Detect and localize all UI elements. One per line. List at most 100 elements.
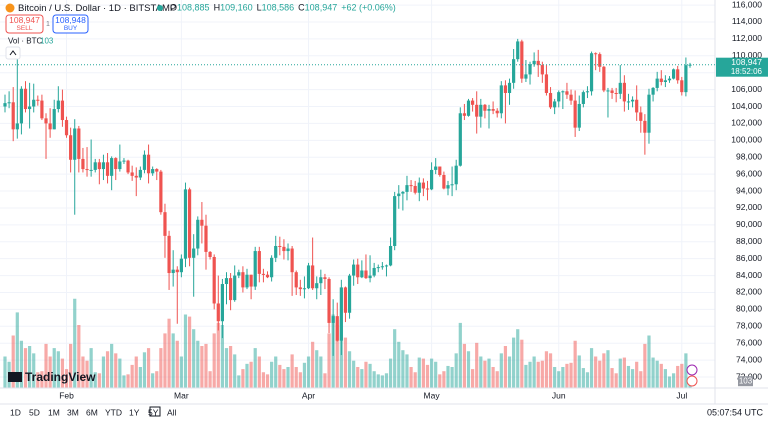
volume-bar <box>77 325 81 388</box>
candle-body <box>483 104 487 111</box>
volume-bar <box>93 372 97 388</box>
range-button[interactable]: YTD <box>105 407 122 417</box>
volume-bar <box>138 367 142 388</box>
candle-body <box>360 270 364 278</box>
volume-bar <box>585 372 590 388</box>
candle-body <box>208 251 212 257</box>
volume-bar <box>376 374 380 388</box>
candle-body <box>282 246 286 252</box>
candle-body <box>647 94 651 133</box>
y-tick-label: 106,000 <box>731 84 762 94</box>
candle-body <box>233 275 237 301</box>
volume-bar <box>581 368 585 388</box>
volume-bar <box>60 358 65 388</box>
volume-bar <box>130 364 134 388</box>
event-icon[interactable] <box>686 364 698 376</box>
candle-body <box>409 185 413 187</box>
date-range-icon[interactable] <box>149 406 161 417</box>
volume-bar <box>118 358 122 388</box>
volume-bar <box>32 353 36 388</box>
collapse-button[interactable] <box>5 46 21 60</box>
candle-body <box>146 154 151 174</box>
range-button[interactable]: 5Y <box>148 407 159 417</box>
candle-body <box>134 175 138 178</box>
candle-body <box>368 275 372 279</box>
logo[interactable]: TradingView <box>25 370 96 384</box>
volume-bar <box>302 362 307 388</box>
volume-bar <box>237 375 241 388</box>
candle-body <box>655 78 659 88</box>
candle-body <box>573 100 577 128</box>
candle-body <box>606 90 610 92</box>
volume-bar <box>216 322 220 388</box>
y-tick-label: 114,000 <box>732 16 762 26</box>
volume-tag-value: 103 <box>739 376 753 385</box>
sell-button[interactable] <box>5 14 44 34</box>
range-button[interactable]: 5D <box>29 407 40 417</box>
volume-bar <box>134 356 138 388</box>
collapse-icon <box>9 50 17 56</box>
candle-body <box>257 251 261 274</box>
candle-body <box>622 82 626 102</box>
volume-bar <box>69 343 73 388</box>
candle-body <box>614 92 618 94</box>
range-button[interactable]: 6M <box>86 407 98 417</box>
volume-bar <box>52 348 56 388</box>
candle-body <box>241 272 245 288</box>
candle-body <box>479 104 483 117</box>
candle-body <box>220 284 224 322</box>
candle-body <box>315 283 319 289</box>
ohlc-value: 109,160 <box>220 3 253 13</box>
symbol[interactable]: Bitcoin / U.S. Dollar · 1D · BITSTAMP <box>18 3 176 14</box>
candle-body <box>499 85 503 114</box>
candle-body <box>327 278 331 323</box>
range-button[interactable]: All <box>167 407 177 417</box>
volume-bar <box>479 356 483 388</box>
candle-body <box>81 158 85 170</box>
buy-button[interactable] <box>52 14 89 34</box>
ohlc-key: L <box>257 3 262 13</box>
ohlc-key: H <box>214 3 221 13</box>
volume-bar <box>126 374 130 388</box>
candle-body <box>23 88 28 110</box>
volume-bar <box>278 364 282 388</box>
range-button[interactable]: 1Y <box>129 407 140 417</box>
candle-body <box>212 256 216 304</box>
volume-bar <box>290 354 294 388</box>
range-button[interactable]: 3M <box>67 407 79 417</box>
candle-body <box>553 101 557 108</box>
candle-body <box>372 267 376 276</box>
candle-body <box>298 287 302 290</box>
volume-bar <box>466 351 471 388</box>
volume-bar <box>253 348 257 388</box>
volume-bar <box>417 357 421 388</box>
spread: 1 <box>46 21 50 28</box>
volume-bar <box>249 361 253 388</box>
sell-label: SELL <box>17 25 33 32</box>
volume-bar <box>294 367 298 388</box>
volume-bar <box>151 373 155 388</box>
volume-bar <box>532 356 536 388</box>
range-button[interactable]: 1M <box>48 407 60 417</box>
volume-bar <box>81 356 85 388</box>
candle-body <box>462 113 467 116</box>
range-button[interactable]: 1D <box>10 407 21 417</box>
volume-bar <box>36 372 40 388</box>
candle-body <box>413 185 417 193</box>
candle-body <box>151 169 155 174</box>
volume-bar <box>245 363 249 388</box>
volume-bar <box>589 348 594 388</box>
volume-bar <box>233 354 237 388</box>
volume-bar <box>536 361 540 388</box>
candle-body <box>540 65 544 75</box>
candle-body <box>610 90 614 93</box>
candle-body <box>352 264 356 276</box>
volume-bars <box>3 298 692 388</box>
y-tick-label: 80,000 <box>736 304 762 314</box>
candle-body <box>294 272 298 288</box>
event-icon[interactable] <box>686 375 698 387</box>
volume-bar <box>655 360 659 388</box>
candle-body <box>64 120 69 136</box>
